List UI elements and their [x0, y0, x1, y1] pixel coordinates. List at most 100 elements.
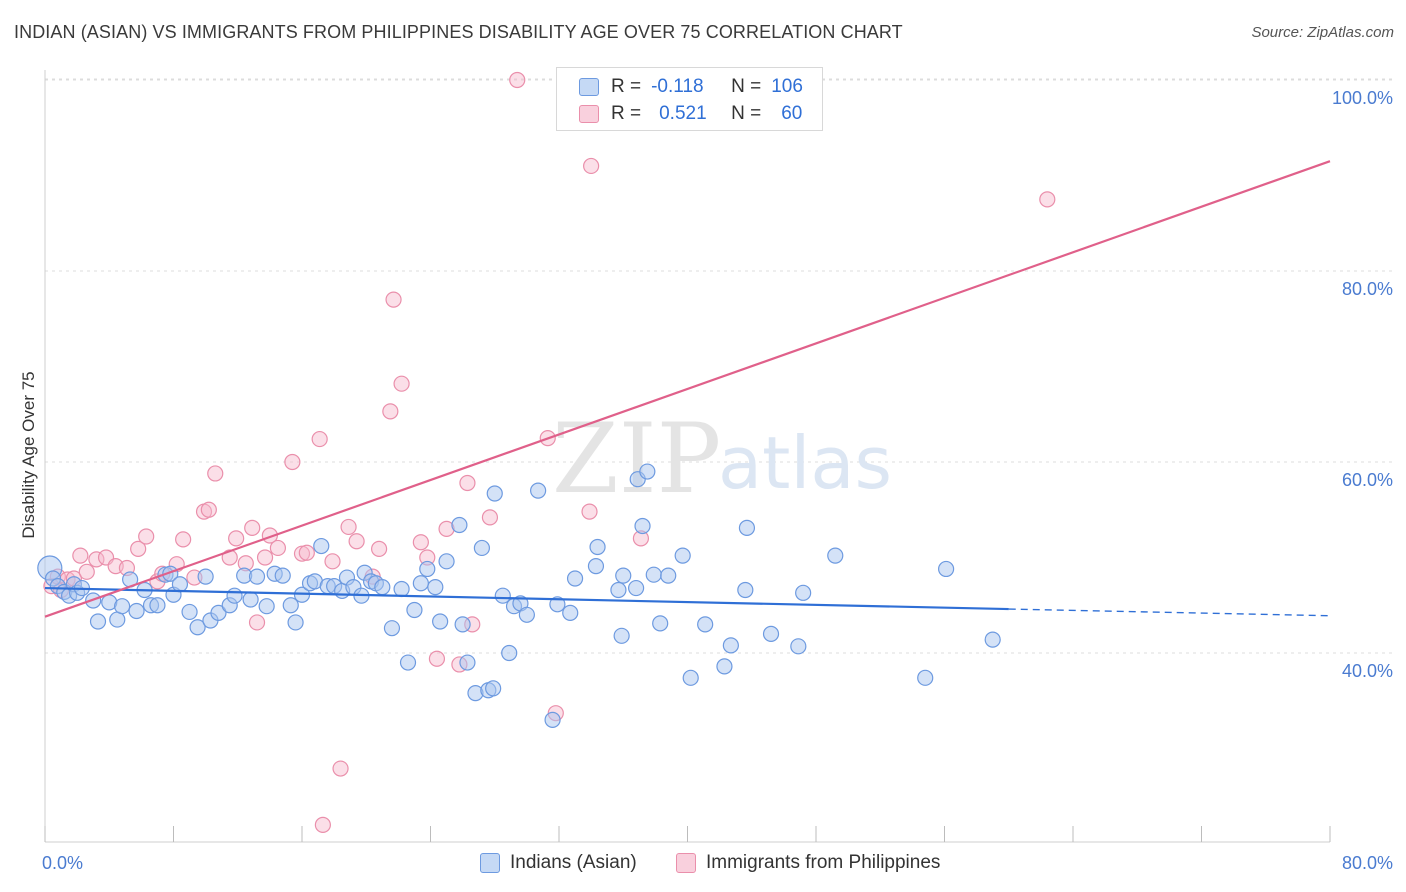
data-point-philippines: [256, 549, 274, 566]
data-point-indians: [795, 584, 812, 601]
data-point-indians: [790, 638, 807, 655]
data-point-indians: [984, 631, 1001, 648]
y-tick-label: 40.0%: [1342, 661, 1393, 681]
data-point-indians: [697, 616, 714, 633]
data-point-indians: [383, 620, 401, 637]
data-point-indians: [737, 581, 754, 599]
legend-n-value: 106: [771, 76, 803, 97]
data-point-philippines: [481, 509, 499, 526]
data-point-philippines: [138, 528, 155, 545]
data-point-indians: [652, 615, 669, 632]
legend-item-indians[interactable]: Indians (Asian): [480, 852, 637, 874]
y-tick-label: 100.0%: [1332, 88, 1393, 108]
data-point-indians: [393, 580, 410, 598]
data-point-indians: [113, 598, 131, 615]
legend-r-value: -0.118: [651, 76, 704, 97]
data-point-indians: [501, 644, 518, 662]
data-point-indians: [544, 711, 561, 728]
watermark-zip: ZIP: [552, 403, 721, 515]
data-point-indians: [762, 625, 780, 643]
legend-n-label: N =: [731, 103, 762, 124]
data-point-indians: [494, 587, 511, 604]
data-point-indians: [549, 596, 566, 613]
data-point-indians: [486, 485, 503, 502]
data-point-philippines: [293, 545, 311, 562]
data-point-philippines: [428, 650, 446, 667]
data-point-indians: [274, 567, 291, 584]
data-point-indians: [89, 613, 107, 630]
legend-swatch-blue: [579, 78, 599, 96]
data-point-indians: [566, 570, 584, 587]
data-point-philippines: [412, 534, 429, 551]
data-point-indians: [660, 567, 677, 584]
legend-item-philippines[interactable]: Immigrants from Philippines: [676, 852, 940, 874]
data-point-indians: [432, 613, 449, 630]
data-point-indians: [627, 579, 645, 597]
series-indians-points: [37, 463, 1001, 728]
data-point-philippines: [340, 518, 357, 536]
legend-n-value: 60: [781, 103, 803, 124]
data-point-philippines: [284, 453, 301, 471]
correlation-legend: R = -0.118 N = 106 R = 0.521 N = 60: [556, 67, 823, 131]
data-point-philippines: [385, 291, 402, 308]
data-point-philippines: [371, 540, 388, 558]
data-point-indians: [406, 601, 423, 619]
legend-row-philippines: R = 0.521 N = 60: [579, 102, 802, 126]
data-point-indians: [716, 658, 733, 675]
legend-label-philippines: Immigrants from Philippines: [706, 852, 941, 873]
legend-label-indians: Indians (Asian): [510, 852, 637, 873]
data-point-indians: [181, 603, 198, 621]
x-tick-label: 80.0%: [1342, 853, 1393, 873]
data-point-indians: [419, 560, 436, 578]
data-point-philippines: [175, 531, 192, 548]
data-point-philippines: [207, 465, 224, 482]
data-point-philippines: [298, 544, 315, 561]
data-point-philippines: [324, 553, 341, 570]
data-point-philippines: [393, 375, 410, 392]
x-tick-label: 0.0%: [42, 853, 83, 873]
data-point-indians: [639, 463, 656, 480]
data-point-indians: [917, 669, 934, 686]
data-point-philippines: [72, 547, 89, 564]
data-point-indians: [738, 519, 756, 536]
data-point-philippines: [459, 474, 476, 492]
data-point-philippines: [88, 551, 105, 568]
data-point-philippines: [348, 533, 365, 550]
data-point-indians: [459, 654, 476, 671]
legend-r-label: R =: [611, 76, 642, 97]
legend-swatch-blue: [480, 853, 500, 873]
data-point-indians: [399, 654, 417, 671]
data-point-indians: [438, 553, 455, 570]
data-point-indians: [562, 604, 579, 621]
data-point-philippines: [269, 539, 287, 557]
data-point-philippines: [1039, 191, 1056, 208]
data-point-indians: [189, 619, 206, 636]
y-tick-label: 60.0%: [1342, 470, 1393, 490]
legend-swatch-pink: [676, 853, 696, 873]
legend-n-label: N =: [731, 76, 762, 97]
data-point-indians: [645, 566, 662, 583]
data-point-philippines: [581, 503, 598, 520]
chart-title: INDIAN (ASIAN) VS IMMIGRANTS FROM PHILIP…: [14, 22, 903, 42]
data-point-indians: [530, 482, 547, 499]
data-point-indians: [938, 560, 955, 578]
data-point-philippines: [311, 430, 328, 448]
data-point-indians: [258, 598, 275, 615]
data-point-indians: [454, 616, 471, 633]
data-point-indians: [634, 517, 651, 535]
trend-lines: [44, 160, 1331, 618]
legend-r-label: R =: [611, 103, 642, 124]
data-point-indians: [149, 597, 166, 614]
watermark: ZIP atlas: [552, 403, 892, 515]
data-point-indians: [282, 597, 299, 614]
data-point-indians: [613, 627, 630, 644]
legend-row-indians: R = -0.118 N = 106: [579, 75, 803, 99]
y-axis-label: Disability Age Over 75: [19, 371, 38, 538]
data-point-philippines: [332, 760, 349, 777]
data-point-indians: [610, 581, 627, 599]
y-tick-label: 80.0%: [1342, 279, 1393, 299]
data-point-indians: [451, 516, 468, 534]
data-point-indians: [210, 604, 227, 621]
data-point-indians: [226, 587, 243, 604]
